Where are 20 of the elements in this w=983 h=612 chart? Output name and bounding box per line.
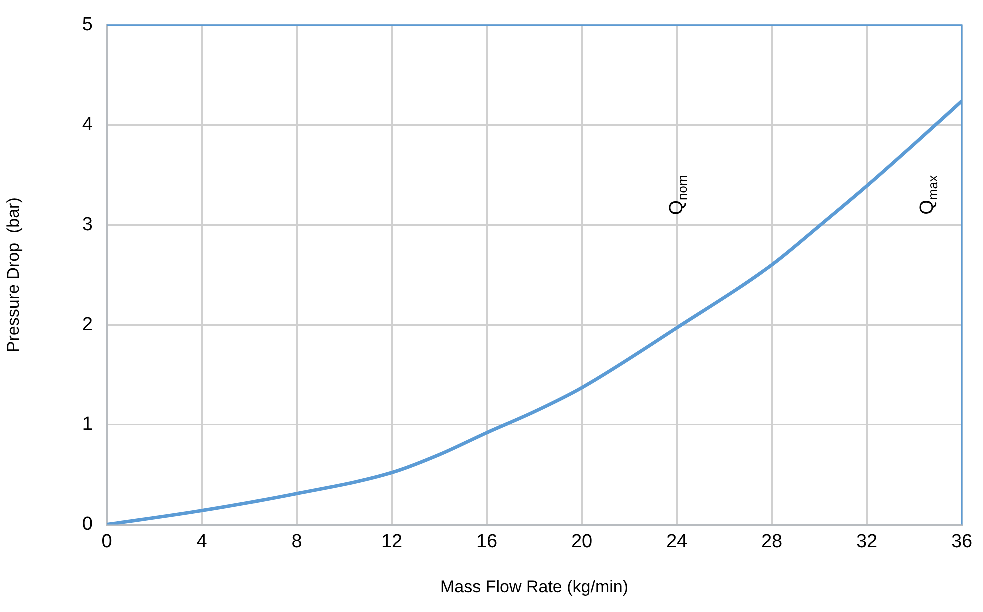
x-tick-label: 28 bbox=[761, 531, 783, 552]
x-tick-label: 32 bbox=[856, 531, 878, 552]
y-tick-label: 0 bbox=[82, 514, 93, 536]
y-tick-label: 4 bbox=[82, 114, 94, 136]
y-tick-label: 2 bbox=[82, 314, 93, 336]
y-tick-label: 1 bbox=[82, 414, 93, 436]
x-tick-label: 16 bbox=[476, 531, 498, 552]
x-tick-label: 0 bbox=[102, 531, 112, 552]
x-tick-label: 36 bbox=[951, 531, 973, 552]
annotation: Qmax bbox=[917, 175, 940, 215]
y-axis-title: Pressure Drop (bar) bbox=[4, 198, 23, 353]
x-tick-label: 12 bbox=[381, 531, 403, 552]
x-tick-label: 4 bbox=[196, 531, 208, 552]
x-tick-label: 20 bbox=[571, 531, 593, 552]
y-tick-label: 5 bbox=[82, 14, 93, 36]
y-tick-label: 3 bbox=[82, 214, 93, 236]
x-tick-label: 8 bbox=[292, 531, 302, 552]
x-tick-label: 24 bbox=[666, 531, 688, 552]
x-axis-title: Mass Flow Rate (kg/min) bbox=[440, 577, 628, 596]
annotation: Qnom bbox=[666, 175, 690, 216]
